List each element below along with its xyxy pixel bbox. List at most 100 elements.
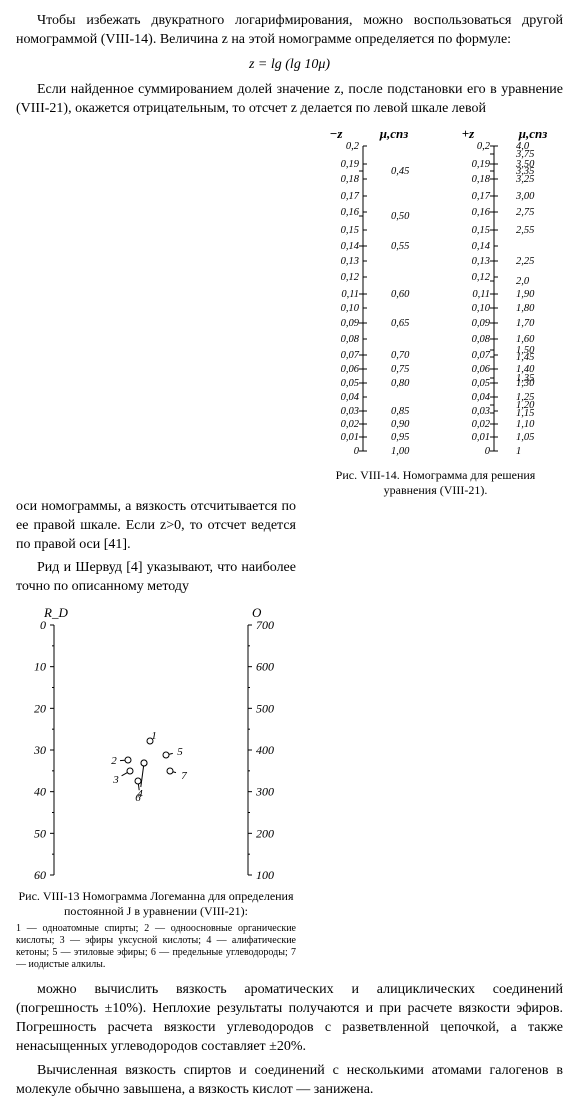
svg-text:0: 0	[354, 446, 360, 457]
svg-text:0,16: 0,16	[472, 207, 491, 218]
runaround-1: оси номограммы, а вязкость отсчитывается…	[16, 498, 296, 555]
paragraph-3: можно вычислить вязкость ароматических и…	[16, 971, 563, 1057]
svg-text:0,65: 0,65	[391, 318, 409, 329]
svg-text:10: 10	[34, 660, 46, 674]
svg-text:1,15: 1,15	[516, 408, 534, 419]
figure-left-caption: Рис. VIII-13 Номограмма Логеманна для оп…	[16, 889, 296, 919]
svg-text:1,45: 1,45	[516, 352, 534, 363]
svg-text:0,55: 0,55	[391, 241, 409, 252]
svg-text:0,05: 0,05	[341, 378, 359, 389]
formula: z = lg (lg 10μ)	[16, 56, 563, 75]
svg-text:1,60: 1,60	[516, 334, 535, 345]
svg-text:1,30: 1,30	[516, 378, 535, 389]
svg-text:0,11: 0,11	[341, 289, 359, 300]
svg-text:0,15: 0,15	[472, 225, 490, 236]
scale-c-header: +z	[462, 126, 475, 141]
svg-text:600: 600	[256, 660, 274, 674]
svg-text:1,00: 1,00	[391, 446, 410, 457]
svg-text:7: 7	[181, 770, 187, 782]
svg-text:0,11: 0,11	[472, 289, 490, 300]
svg-text:0,01: 0,01	[341, 432, 359, 443]
svg-text:0,13: 0,13	[341, 256, 359, 267]
svg-text:0,08: 0,08	[341, 334, 360, 345]
svg-text:0: 0	[40, 618, 46, 632]
svg-text:0,19: 0,19	[341, 159, 360, 170]
svg-text:0,80: 0,80	[391, 378, 410, 389]
svg-text:5: 5	[177, 746, 183, 758]
svg-text:500: 500	[256, 701, 274, 715]
svg-text:0,17: 0,17	[341, 191, 360, 202]
svg-text:0,16: 0,16	[341, 207, 360, 218]
svg-text:0,02: 0,02	[472, 419, 491, 430]
svg-text:0: 0	[485, 446, 491, 457]
svg-text:2,75: 2,75	[516, 207, 534, 218]
svg-text:20: 20	[34, 701, 46, 715]
svg-text:1,90: 1,90	[516, 289, 535, 300]
svg-text:0,10: 0,10	[472, 303, 491, 314]
svg-text:0,03: 0,03	[341, 406, 359, 417]
scale-d-header: μ,спз	[518, 126, 548, 141]
svg-text:3,00: 3,00	[515, 191, 535, 202]
scale-b-header: μ,спз	[379, 126, 409, 141]
svg-text:0,14: 0,14	[341, 241, 360, 252]
svg-text:0,18: 0,18	[472, 174, 491, 185]
svg-text:0,60: 0,60	[391, 289, 410, 300]
svg-text:0,45: 0,45	[391, 166, 409, 177]
svg-text:0,19: 0,19	[472, 159, 491, 170]
svg-text:100: 100	[256, 868, 274, 882]
svg-text:2,55: 2,55	[516, 225, 534, 236]
svg-text:0,09: 0,09	[341, 318, 360, 329]
scale-a-header: −z	[330, 126, 344, 141]
svg-text:0,07: 0,07	[341, 350, 360, 361]
svg-text:0,03: 0,03	[472, 406, 490, 417]
svg-text:1: 1	[151, 730, 157, 742]
svg-text:0,15: 0,15	[341, 225, 359, 236]
svg-text:0,85: 0,85	[391, 406, 409, 417]
svg-text:1,70: 1,70	[516, 318, 535, 329]
svg-text:1,05: 1,05	[516, 432, 534, 443]
svg-text:0,06: 0,06	[472, 364, 491, 375]
svg-text:0,17: 0,17	[472, 191, 491, 202]
svg-text:0,90: 0,90	[391, 419, 410, 430]
left-axis-label: R_D	[43, 605, 68, 620]
svg-text:2: 2	[111, 755, 117, 767]
svg-text:200: 200	[256, 826, 274, 840]
svg-text:700: 700	[256, 618, 274, 632]
svg-text:0,70: 0,70	[391, 350, 410, 361]
figure-right-caption: Рис. VIII-14. Номограмма для решения ура…	[308, 468, 563, 498]
svg-text:2,25: 2,25	[516, 256, 534, 267]
svg-text:1: 1	[516, 446, 521, 457]
svg-text:3,25: 3,25	[515, 174, 534, 185]
svg-text:0,10: 0,10	[341, 303, 360, 314]
svg-text:0,13: 0,13	[472, 256, 490, 267]
svg-text:0,12: 0,12	[341, 272, 360, 283]
svg-text:0,04: 0,04	[472, 392, 491, 403]
nomogram-viii-13: R_D O 0102030405060700600500400300200100…	[16, 605, 286, 885]
svg-text:0,12: 0,12	[472, 272, 491, 283]
svg-text:0,50: 0,50	[391, 211, 410, 222]
svg-text:0,2: 0,2	[346, 141, 360, 152]
svg-text:6: 6	[135, 792, 141, 804]
svg-text:50: 50	[34, 826, 46, 840]
svg-text:0,09: 0,09	[472, 318, 491, 329]
svg-text:0,02: 0,02	[341, 419, 360, 430]
svg-text:0,18: 0,18	[341, 174, 360, 185]
svg-text:2,0: 2,0	[516, 276, 530, 287]
svg-text:0,14: 0,14	[472, 241, 491, 252]
svg-text:0,05: 0,05	[472, 378, 490, 389]
paragraph-2: Если найденное суммированием долей значе…	[16, 81, 563, 119]
svg-text:1,10: 1,10	[516, 419, 535, 430]
svg-text:400: 400	[256, 743, 274, 757]
figure-left-legend: 1 — одноатомные спирты; 2 — одноосновные…	[16, 923, 296, 971]
svg-text:30: 30	[33, 743, 46, 757]
svg-text:0,2: 0,2	[477, 141, 491, 152]
svg-text:0,75: 0,75	[391, 364, 409, 375]
svg-text:40: 40	[34, 785, 46, 799]
svg-text:0,95: 0,95	[391, 432, 409, 443]
svg-text:0,04: 0,04	[341, 392, 360, 403]
svg-text:0,08: 0,08	[472, 334, 491, 345]
svg-text:0,06: 0,06	[341, 364, 360, 375]
svg-text:3: 3	[112, 774, 119, 786]
svg-text:0,07: 0,07	[472, 350, 491, 361]
svg-text:300: 300	[255, 785, 274, 799]
